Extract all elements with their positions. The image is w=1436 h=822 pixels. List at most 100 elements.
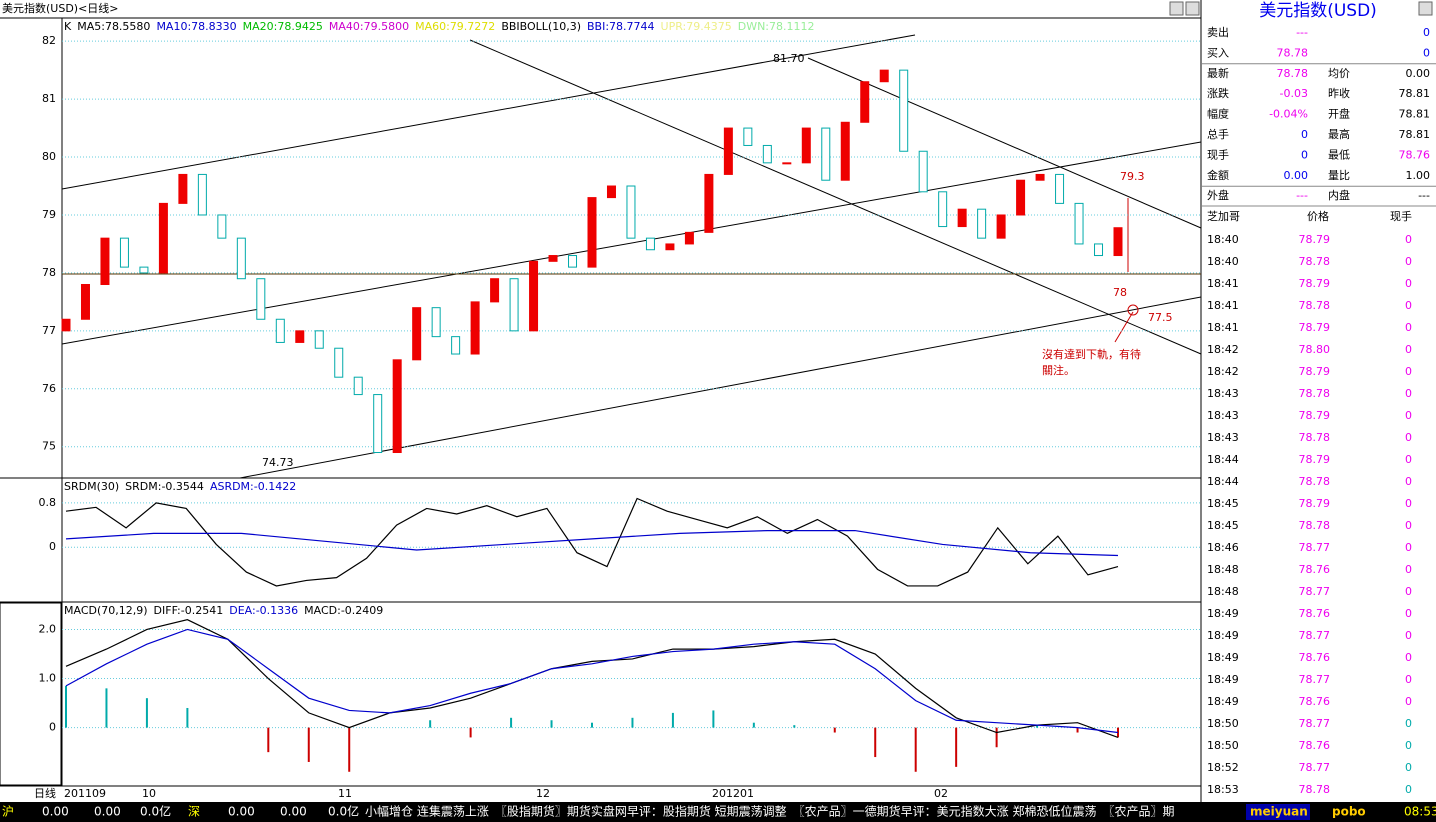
tick-volume: 0 xyxy=(1405,695,1412,708)
clock: 08:53 xyxy=(1404,805,1436,819)
candle xyxy=(879,69,889,83)
close-button[interactable] xyxy=(1418,1,1433,16)
indicator-line xyxy=(65,497,1119,587)
y-tick-label: 0 xyxy=(49,540,56,553)
quote-value: 78.76 xyxy=(1399,148,1431,161)
quote-label: 量比 xyxy=(1328,169,1350,182)
candle xyxy=(723,127,733,175)
x-label: 201201 xyxy=(712,787,754,800)
candle xyxy=(470,301,480,355)
indicator-label: ASRDM:-0.1422 xyxy=(210,480,296,493)
tick-price: 78.76 xyxy=(1299,651,1331,664)
candle xyxy=(353,376,363,396)
quote-value: 78.81 xyxy=(1399,108,1431,121)
nav-left[interactable] xyxy=(1169,1,1184,16)
tick-volume: 0 xyxy=(1405,255,1412,268)
candle xyxy=(334,347,344,378)
ticker-value: 0.0亿 xyxy=(140,804,171,819)
quote-value: 0.00 xyxy=(1406,67,1431,80)
quote-value: 0.00 xyxy=(1284,169,1309,182)
tick-price: 78.77 xyxy=(1299,629,1331,642)
tick-price: 78.77 xyxy=(1299,761,1331,774)
candle xyxy=(217,214,227,239)
tick-price: 78.77 xyxy=(1299,541,1331,554)
candle xyxy=(1113,227,1123,257)
nav-right[interactable] xyxy=(1185,1,1200,16)
tick-price: 78.79 xyxy=(1299,277,1331,290)
tick-time: 18:40 xyxy=(1207,233,1239,246)
candle xyxy=(295,330,305,343)
candle xyxy=(568,255,578,268)
marker xyxy=(1127,304,1139,316)
tick-volume: 0 xyxy=(1405,277,1412,290)
tick-volume: 0 xyxy=(1405,607,1412,620)
candle xyxy=(977,208,987,239)
tick-volume: 0 xyxy=(1405,761,1412,774)
tick-volume: 0 xyxy=(1405,497,1412,510)
candle xyxy=(314,330,324,349)
tick-price: 78.76 xyxy=(1299,739,1331,752)
candle xyxy=(548,255,558,262)
annotation: 78 xyxy=(1113,286,1127,299)
tick-time: 18:45 xyxy=(1207,519,1239,532)
indicator-label: MA20:78.9425 xyxy=(243,20,323,33)
candle xyxy=(412,307,422,361)
tick-time: 18:41 xyxy=(1207,299,1239,312)
low-label: 74.73 xyxy=(262,456,294,469)
ticker-value: 0.00 xyxy=(228,805,255,819)
candle xyxy=(197,173,207,216)
candle xyxy=(178,173,188,204)
indicator-label: DIFF:-0.2541 xyxy=(154,604,224,617)
tick-price: 78.76 xyxy=(1299,695,1331,708)
indicator-label: K xyxy=(64,20,72,33)
candle xyxy=(1055,173,1065,204)
candle xyxy=(139,266,149,274)
x-label: 10 xyxy=(142,787,156,800)
ticker-value: 0.00 xyxy=(280,805,307,819)
indicator-line xyxy=(65,619,1119,738)
candle xyxy=(256,278,266,320)
quote-value: --- xyxy=(1296,189,1308,202)
candle xyxy=(451,336,461,355)
indicator-label: DEA:-0.1336 xyxy=(229,604,298,617)
candle xyxy=(684,231,694,245)
tick-time: 18:48 xyxy=(1207,563,1239,576)
y-tick-label: 1.0 xyxy=(39,672,57,685)
tick-volume: 0 xyxy=(1405,321,1412,334)
tick-price: 78.78 xyxy=(1299,387,1331,400)
tick-volume: 0 xyxy=(1405,453,1412,466)
tick-price: 78.79 xyxy=(1299,409,1331,422)
candle xyxy=(1016,179,1026,216)
tick-volume: 0 xyxy=(1405,365,1412,378)
x-label: 11 xyxy=(338,787,352,800)
ticker-value: 0.00 xyxy=(94,805,121,819)
quote-label: 卖出 xyxy=(1207,25,1229,39)
quote-label: 外盘 xyxy=(1207,188,1229,202)
ticks-header: 价格 xyxy=(1307,209,1329,223)
tick-volume: 0 xyxy=(1405,541,1412,554)
candle xyxy=(704,173,714,233)
candle xyxy=(645,237,655,251)
tick-volume: 0 xyxy=(1405,431,1412,444)
annotation: 沒有達到下軌，有待 xyxy=(1042,347,1141,361)
y-tick-label: 79 xyxy=(42,208,56,221)
brand-box xyxy=(1246,804,1310,820)
tick-volume: 0 xyxy=(1405,519,1412,532)
candle xyxy=(782,162,792,165)
news-clip: 小幅增仓 连集震荡上涨 〖股指期货〗期货实盘网早评：股指期货 短期震荡调整 〖农… xyxy=(365,804,1174,819)
tick-time: 18:41 xyxy=(1207,277,1239,290)
candle xyxy=(957,208,967,228)
tick-volume: 0 xyxy=(1405,651,1412,664)
tick-time: 18:46 xyxy=(1207,541,1239,554)
tick-price: 78.78 xyxy=(1299,299,1331,312)
tick-time: 18:40 xyxy=(1207,255,1239,268)
indicator-label: SRDM(30) xyxy=(64,480,119,493)
tick-time: 18:41 xyxy=(1207,321,1239,334)
y-tick-label: 76 xyxy=(42,382,56,395)
tick-price: 78.79 xyxy=(1299,233,1331,246)
tick-time: 18:50 xyxy=(1207,739,1239,752)
indicator-label: BBIBOLL(10,3) xyxy=(501,20,581,33)
ticker-value: 0.00 xyxy=(42,805,69,819)
tick-time: 18:43 xyxy=(1207,431,1239,444)
